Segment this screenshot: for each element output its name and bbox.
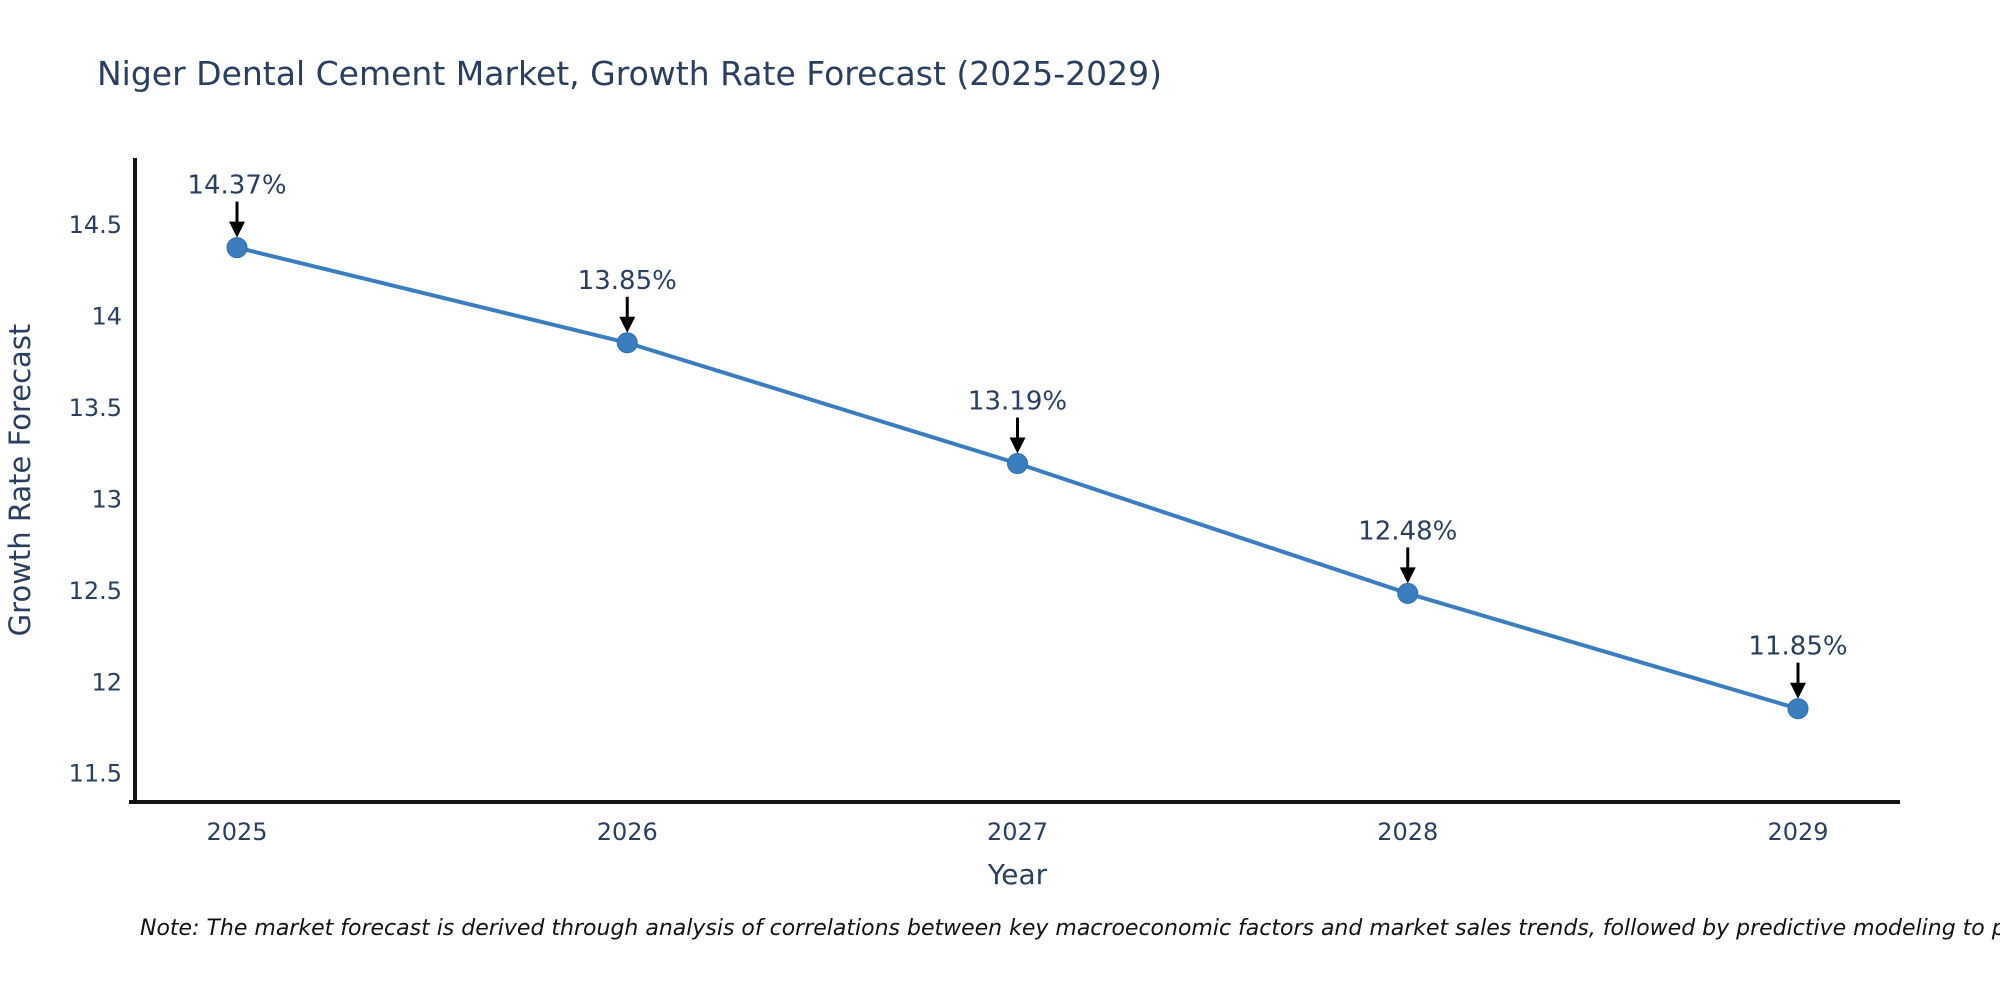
annotation-arrowhead	[619, 316, 636, 333]
chart-title: Niger Dental Cement Market, Growth Rate …	[97, 54, 1163, 93]
data-point-marker	[1397, 582, 1419, 604]
y-axis-title: Growth Rate Forecast	[3, 324, 37, 637]
annotation-label: 12.48%	[1358, 516, 1457, 546]
x-tick-label: 2029	[1767, 818, 1828, 846]
annotation-label: 11.85%	[1748, 632, 1847, 662]
annotation-arrowhead	[1009, 437, 1026, 454]
y-tick-label: 12	[91, 668, 122, 696]
annotation-label: 13.85%	[578, 266, 677, 296]
y-tick-label: 13	[91, 485, 122, 513]
x-tick-label: 2028	[1377, 818, 1438, 846]
annotation-label: 13.19%	[968, 387, 1067, 417]
annotation-label: 14.37%	[187, 171, 286, 201]
data-point-marker	[616, 332, 638, 354]
data-point-marker	[1787, 698, 1809, 720]
x-tick-label: 2026	[597, 818, 658, 846]
annotation-arrowhead	[1399, 567, 1416, 584]
footnote: Note: The market forecast is derived thr…	[140, 916, 2000, 941]
data-point-marker	[226, 237, 248, 259]
x-tick-label: 2027	[987, 818, 1048, 846]
data-point-marker	[1007, 453, 1028, 475]
annotation-arrowhead	[1790, 682, 1806, 699]
y-tick-label: 14	[91, 302, 122, 330]
annotation-arrowhead	[229, 221, 245, 238]
y-tick-label: 12.5	[69, 577, 122, 605]
y-tick-label: 11.5	[69, 760, 122, 788]
x-axis-title: Year	[987, 858, 1048, 891]
y-tick-label: 14.5	[69, 211, 122, 239]
series-line	[235, 245, 1800, 711]
y-tick-label: 13.5	[69, 394, 122, 422]
x-tick-label: 2025	[206, 818, 267, 846]
